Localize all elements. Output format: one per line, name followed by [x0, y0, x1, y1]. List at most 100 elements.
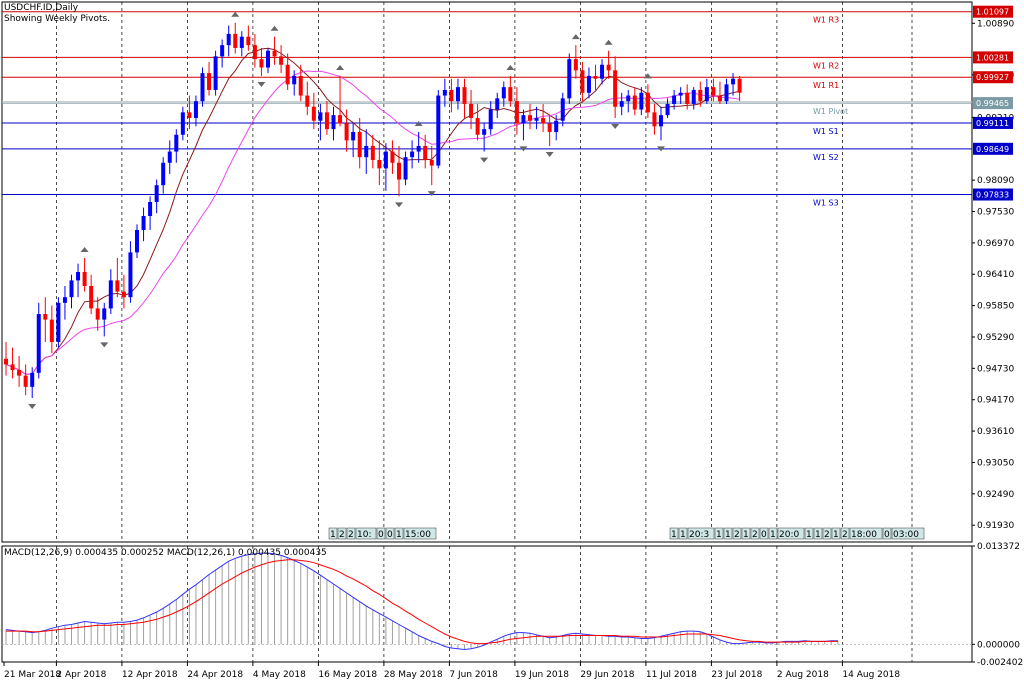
candle-body — [390, 151, 395, 163]
candle-body — [455, 87, 460, 102]
candle-body — [43, 314, 48, 320]
pivot-name: W1 R1 — [813, 81, 839, 90]
time-tick-label: 19 Jun 2018 — [515, 670, 569, 680]
time-tag-box — [831, 527, 841, 540]
time-tag-box — [714, 527, 724, 540]
price-tick-label: 0.97530 — [977, 208, 1014, 218]
time-tick-label: 12 Apr 2018 — [122, 670, 178, 680]
time-tag-box — [385, 527, 395, 540]
candle-body — [10, 364, 15, 371]
time-tag-label: 1 — [833, 530, 839, 540]
pivot-name: W1 S3 — [813, 199, 839, 208]
candle-body — [403, 157, 408, 180]
fractal-up-arrow — [571, 34, 580, 40]
candle-body — [213, 56, 218, 90]
time-tag-label: 0 — [378, 530, 384, 540]
candle-body — [724, 84, 729, 102]
candle-body — [331, 115, 336, 130]
candle-body — [311, 106, 316, 121]
fractal-down-arrow — [480, 157, 489, 163]
candle-body — [606, 64, 611, 71]
pivot-lines: W1 R3 W1 R2 W1 R1 W1 Pivot W1 S1 W1 S2 W1 S3 — [2, 11, 972, 208]
pivot-name: W1 S2 — [813, 153, 839, 162]
candle-body — [82, 272, 87, 287]
candle-body — [423, 145, 428, 160]
time-tag-box — [768, 527, 778, 540]
candle-body — [429, 159, 434, 166]
time-tag-label: 1 — [671, 530, 677, 540]
pivot-price-tag — [973, 142, 1013, 155]
time-tag-label: 0 — [884, 530, 890, 540]
price-tick-label: 0.95290 — [977, 333, 1014, 343]
candle-body — [89, 286, 94, 309]
candle-body — [252, 45, 257, 60]
fractal-down-arrow — [611, 123, 620, 129]
time-tick-label: 2 Aug 2018 — [777, 670, 829, 680]
candle-body — [193, 101, 198, 118]
candle-body — [711, 87, 716, 96]
fractal-up-arrow — [506, 64, 515, 70]
fractal-arrows — [28, 11, 665, 410]
candle-body — [279, 56, 284, 65]
candle-body — [449, 89, 454, 102]
candle-body — [632, 95, 637, 110]
candle-body — [246, 36, 251, 46]
candle-body — [488, 109, 493, 130]
time-tag-label: 20:0 — [779, 530, 799, 540]
candle-body — [567, 59, 572, 99]
candle-body — [121, 291, 126, 298]
fractal-up-arrow — [80, 246, 89, 252]
fractal-down-arrow — [257, 81, 266, 87]
time-tag-box — [723, 527, 733, 540]
candle-body — [652, 112, 657, 127]
time-tag-box — [759, 527, 769, 540]
candle-body — [626, 95, 631, 102]
fractal-up-arrow — [270, 25, 279, 31]
time-tick-label: 24 Apr 2018 — [187, 670, 243, 680]
candle-body — [731, 78, 736, 85]
candlestick-series — [4, 22, 742, 399]
time-tag-label: 20:3 — [689, 530, 709, 540]
macd-tick-label: 0.013372 — [977, 542, 1020, 552]
candle-body — [259, 59, 264, 68]
candle-body — [174, 134, 179, 152]
macd-tick-label: 0.000000 — [977, 640, 1020, 650]
price-tick-label: 0.94730 — [977, 364, 1014, 374]
fractal-down-arrow — [427, 191, 436, 197]
price-tick-label: 0.96970 — [977, 239, 1014, 249]
candle-body — [508, 87, 513, 102]
fractal-down-arrow — [657, 146, 665, 152]
candle-body — [135, 229, 139, 253]
candle-body — [62, 297, 67, 303]
candle-body — [678, 92, 683, 96]
candle-body — [521, 115, 526, 124]
price-tick-label: 0.95850 — [977, 302, 1014, 312]
macd-panel: 0.013372 0.000000 -0.002402 — [2, 542, 1023, 668]
time-tick-label: 21 Mar 2018 — [4, 670, 61, 680]
candle-body — [534, 117, 539, 121]
candle-body — [357, 131, 362, 158]
candle-body — [266, 50, 270, 68]
time-tick-label: 28 May 2018 — [384, 670, 443, 680]
time-tag-box — [804, 527, 814, 540]
candle-body — [200, 73, 205, 102]
candle-body — [717, 95, 722, 102]
time-tag-label: 2 — [348, 530, 354, 540]
candle-body — [560, 98, 565, 121]
candle-body — [115, 280, 120, 292]
time-tick-label: 2 Apr 2018 — [56, 670, 106, 680]
price-tick-label: 0.93610 — [977, 427, 1014, 437]
candle-body — [56, 302, 61, 343]
macd-title: MACD(12,26,9) 0.000435 0.000252 MACD(12,… — [4, 548, 327, 558]
candle-body — [501, 87, 506, 99]
time-tag-box — [337, 527, 347, 540]
time-tag-label: 15:00 — [405, 530, 431, 540]
price-tick-label: 0.92490 — [977, 490, 1014, 500]
time-tag-label: 10: — [357, 530, 371, 540]
pivot-price-tag-label: 1.00281 — [976, 53, 1009, 62]
time-tag-box — [813, 527, 823, 540]
candle-body — [4, 358, 8, 365]
grid-layer — [1, 1, 973, 663]
candle-body — [128, 252, 133, 298]
